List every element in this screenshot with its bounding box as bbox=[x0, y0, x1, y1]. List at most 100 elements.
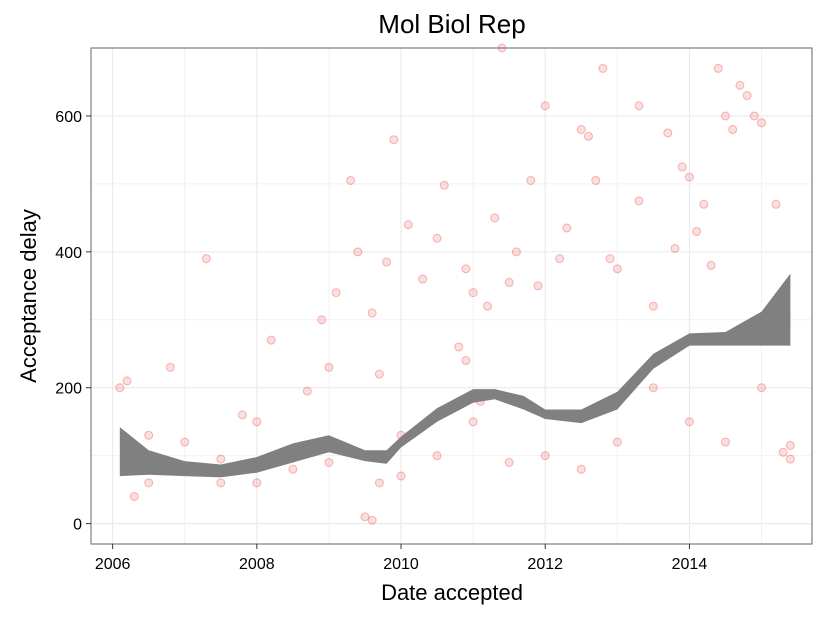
x-axis-ticks: 2006 2008 2010 2012 2014 bbox=[95, 544, 707, 573]
data-point bbox=[677, 162, 687, 172]
data-point bbox=[346, 175, 356, 185]
data-point bbox=[576, 125, 586, 135]
data-point bbox=[129, 491, 139, 501]
chart-title: Mol Biol Rep bbox=[378, 9, 525, 39]
data-point bbox=[461, 356, 471, 366]
data-point bbox=[555, 254, 565, 264]
data-point bbox=[389, 135, 399, 145]
scatter-points bbox=[115, 43, 795, 525]
data-point bbox=[331, 288, 341, 298]
data-point bbox=[692, 226, 702, 236]
data-point bbox=[504, 277, 514, 287]
data-point bbox=[216, 478, 226, 488]
data-point bbox=[353, 247, 363, 257]
data-point bbox=[483, 301, 493, 311]
x-tick-label: 2014 bbox=[672, 556, 708, 573]
data-point bbox=[735, 80, 745, 90]
data-point bbox=[252, 478, 262, 488]
data-point bbox=[785, 454, 795, 464]
data-point bbox=[432, 451, 442, 461]
x-tick-label: 2008 bbox=[239, 556, 275, 573]
data-point bbox=[439, 180, 449, 190]
data-point bbox=[317, 315, 327, 325]
x-tick-label: 2006 bbox=[95, 556, 131, 573]
data-point bbox=[324, 362, 334, 372]
y-tick-label: 200 bbox=[55, 381, 82, 398]
data-point bbox=[728, 125, 738, 135]
y-axis-ticks: 0 200 400 600 bbox=[55, 109, 91, 534]
data-point bbox=[598, 63, 608, 73]
data-point bbox=[367, 515, 377, 525]
data-point bbox=[591, 175, 601, 185]
data-point bbox=[684, 417, 694, 427]
data-point bbox=[461, 264, 471, 274]
data-point bbox=[122, 376, 132, 386]
data-point bbox=[360, 512, 370, 522]
data-point bbox=[663, 128, 673, 138]
data-point bbox=[648, 383, 658, 393]
data-point bbox=[612, 264, 622, 274]
data-point bbox=[288, 464, 298, 474]
data-point bbox=[396, 471, 406, 481]
data-point bbox=[576, 464, 586, 474]
data-point bbox=[785, 440, 795, 450]
data-point bbox=[324, 457, 334, 467]
data-point bbox=[757, 383, 767, 393]
data-point bbox=[533, 281, 543, 291]
data-point bbox=[403, 220, 413, 230]
data-point bbox=[374, 478, 384, 488]
data-point bbox=[504, 457, 514, 467]
data-point bbox=[684, 172, 694, 182]
data-point bbox=[374, 369, 384, 379]
plot-border bbox=[90, 47, 813, 545]
data-point bbox=[706, 260, 716, 270]
data-point bbox=[540, 451, 550, 461]
plot-panel bbox=[91, 48, 812, 544]
data-point bbox=[382, 257, 392, 267]
x-tick-label: 2010 bbox=[383, 556, 419, 573]
data-point bbox=[115, 383, 125, 393]
data-point bbox=[540, 101, 550, 111]
data-point bbox=[562, 223, 572, 233]
grid bbox=[91, 48, 812, 544]
data-point bbox=[749, 111, 759, 121]
y-tick-label: 400 bbox=[55, 245, 82, 262]
data-point bbox=[144, 430, 154, 440]
x-tick-label: 2012 bbox=[527, 556, 563, 573]
data-point bbox=[432, 233, 442, 243]
data-point bbox=[648, 301, 658, 311]
data-point bbox=[583, 131, 593, 141]
data-point bbox=[720, 111, 730, 121]
data-point bbox=[418, 274, 428, 284]
data-point bbox=[144, 478, 154, 488]
data-point bbox=[634, 196, 644, 206]
data-point bbox=[180, 437, 190, 447]
data-point bbox=[367, 308, 377, 318]
y-tick-label: 600 bbox=[55, 109, 82, 126]
data-point bbox=[634, 101, 644, 111]
data-point bbox=[511, 247, 521, 257]
data-point bbox=[742, 91, 752, 101]
data-point bbox=[490, 213, 500, 223]
data-point bbox=[713, 63, 723, 73]
data-point bbox=[216, 454, 226, 464]
data-point bbox=[237, 410, 247, 420]
data-point bbox=[266, 335, 276, 345]
data-point bbox=[670, 243, 680, 253]
data-point bbox=[720, 437, 730, 447]
data-point bbox=[201, 254, 211, 264]
y-tick-label: 0 bbox=[73, 517, 82, 534]
data-point bbox=[778, 447, 788, 457]
data-point bbox=[252, 417, 262, 427]
x-axis-title: Date accepted bbox=[381, 580, 523, 605]
data-point bbox=[612, 437, 622, 447]
data-point bbox=[771, 199, 781, 209]
data-point bbox=[605, 254, 615, 264]
data-point bbox=[526, 175, 536, 185]
data-point bbox=[468, 417, 478, 427]
y-axis-title: Acceptance delay bbox=[16, 209, 41, 383]
data-point bbox=[699, 199, 709, 209]
data-point bbox=[757, 118, 767, 128]
data-point bbox=[302, 386, 312, 396]
